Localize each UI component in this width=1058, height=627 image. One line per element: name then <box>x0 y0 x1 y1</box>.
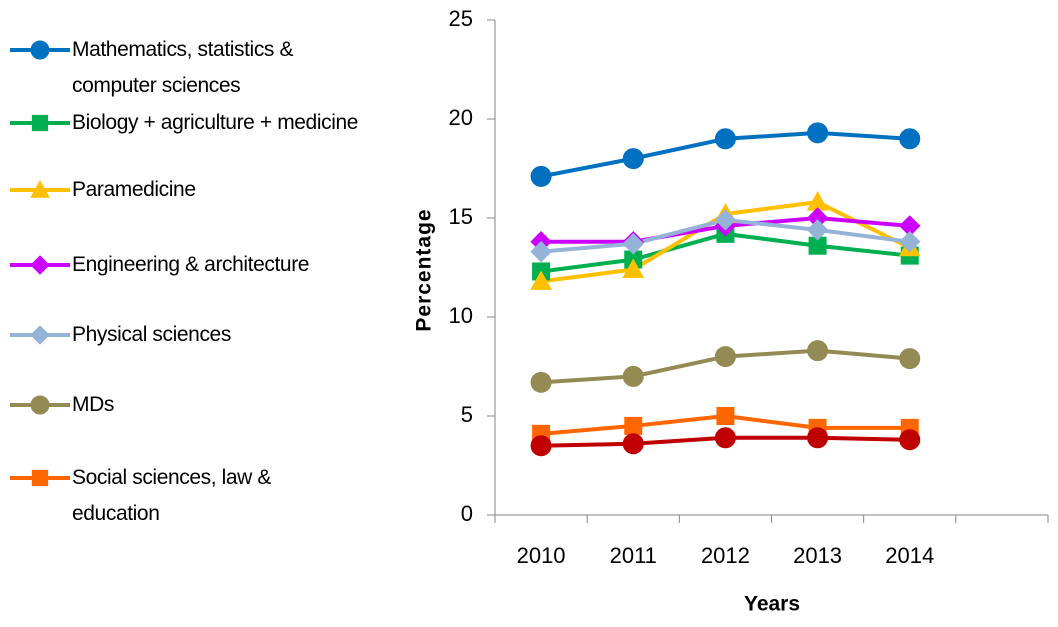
marker <box>622 258 645 278</box>
y-axis-title: Percentage <box>413 208 436 331</box>
legend-label: Social sciences, law & education <box>72 466 271 525</box>
x-tick-label: 2010 <box>517 543 566 568</box>
x-tick-label: 2014 <box>885 543 934 568</box>
legend-label: Engineering & architecture <box>72 253 310 276</box>
marker <box>530 240 552 263</box>
legend-swatch <box>10 469 70 487</box>
legend-swatch <box>10 255 70 275</box>
legend-swatch <box>10 40 70 60</box>
marker <box>31 469 49 487</box>
marker <box>714 128 736 150</box>
marker <box>624 416 643 435</box>
legend-swatch <box>10 179 70 198</box>
marker <box>806 219 829 241</box>
legend-label: Paramedicine <box>72 178 196 201</box>
marker <box>714 346 736 368</box>
marker <box>714 427 736 449</box>
legend-label: Physical sciences <box>72 323 231 346</box>
marker <box>899 231 921 253</box>
legend-label: Mathematics, statistics & computer scien… <box>72 38 294 97</box>
marker <box>899 128 921 150</box>
x-tick-label: 2013 <box>793 543 842 568</box>
marker <box>530 435 552 457</box>
x-tick-label: 2011 <box>610 543 657 568</box>
marker <box>622 365 644 387</box>
marker <box>899 429 921 451</box>
marker <box>899 348 921 370</box>
marker <box>714 209 737 231</box>
x-axis-title: Years <box>744 593 800 616</box>
legend-swatch <box>10 395 70 415</box>
x-tick-label: 2012 <box>701 543 750 568</box>
marker <box>807 340 829 362</box>
marker <box>30 255 50 275</box>
legend-swatch <box>10 325 70 345</box>
legend-swatch <box>10 114 70 132</box>
marker <box>31 114 49 132</box>
y-tick-label: 5 <box>461 402 473 427</box>
y-tick-label: 10 <box>449 303 473 328</box>
y-tick-label: 20 <box>449 105 473 130</box>
legend-label: Biology + agriculture + medicine <box>72 111 359 134</box>
marker <box>622 148 644 170</box>
marker <box>530 165 552 187</box>
marker <box>30 179 50 198</box>
y-tick-label: 25 <box>449 6 473 31</box>
marker <box>30 395 50 415</box>
y-tick-label: 0 <box>461 501 473 526</box>
y-tick-label: 15 <box>449 204 473 229</box>
marker <box>530 270 552 290</box>
marker <box>622 433 644 455</box>
marker <box>716 407 735 425</box>
marker <box>30 325 50 345</box>
marker <box>807 122 829 144</box>
marker <box>807 427 829 449</box>
marker <box>622 233 644 255</box>
marker <box>530 371 552 393</box>
marker <box>30 40 50 60</box>
legend-label: MDs <box>72 393 114 416</box>
